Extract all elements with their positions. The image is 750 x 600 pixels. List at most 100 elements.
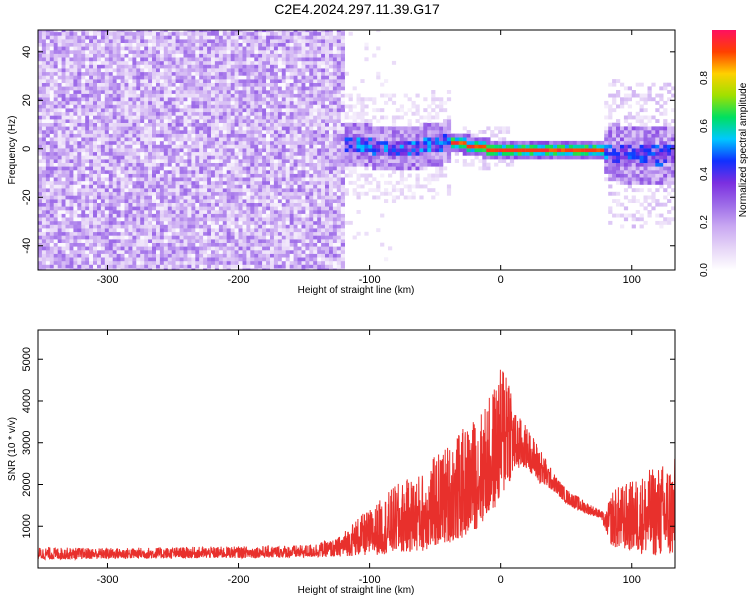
- spectrogram-cell: [277, 64, 283, 69]
- spectrogram-cell: [266, 239, 271, 243]
- spectrogram-cell: [277, 188, 283, 193]
- spectrogram-cell: [230, 159, 235, 163]
- spectrogram-cell: [124, 42, 129, 47]
- spectrogram-cell: [301, 217, 306, 222]
- spectrogram-cell: [81, 115, 86, 120]
- spectrogram-cell: [301, 195, 306, 200]
- spectrogram-cell: [309, 188, 314, 193]
- spectrogram-cell: [128, 184, 133, 189]
- spectrogram-cell: [167, 50, 172, 54]
- spectrogram-cell: [242, 177, 247, 182]
- spectrogram-cell: [97, 257, 102, 262]
- spectrogram-cell: [273, 184, 279, 189]
- spectrogram-cell: [61, 162, 66, 167]
- spectrogram-cell: [156, 231, 161, 236]
- spectrogram-cell: [167, 188, 172, 193]
- spectrogram-cell: [222, 268, 227, 270]
- spectrogram-cell: [289, 46, 294, 51]
- spectrogram-cell: [297, 126, 302, 131]
- spectrogram-cell: [191, 228, 196, 233]
- spectrogram-cell: [89, 46, 94, 51]
- spectrogram-cell: [45, 155, 51, 160]
- spectrogram-cell: [187, 30, 192, 33]
- spectrogram-cell: [69, 173, 74, 178]
- spectrogram-cell: [297, 195, 302, 200]
- spectrogram-cell: [57, 104, 62, 109]
- spectrogram-cell: [230, 213, 235, 218]
- spectrogram-cell: [167, 64, 172, 69]
- spectrogram-cell: [57, 144, 62, 149]
- spectrogram-cell: [65, 64, 70, 69]
- spectrogram-cell: [207, 122, 212, 127]
- spectrogram-cell: [65, 137, 70, 142]
- spectrogram-cell: [293, 180, 298, 185]
- spectrogram-cell: [293, 108, 298, 113]
- spectrogram-cell: [242, 217, 247, 222]
- spectrogram-cell: [285, 42, 290, 47]
- spectrogram-cell: [136, 162, 141, 167]
- spectrogram-cell: [191, 191, 196, 196]
- spectrogram-cell: [211, 268, 216, 270]
- spectrogram-cell: [195, 246, 200, 251]
- spectrogram-cell: [175, 140, 180, 145]
- spectrogram-cell: [45, 100, 51, 105]
- spectrogram-cell: [222, 133, 227, 138]
- spectrogram-cell: [187, 199, 192, 203]
- spectrogram-cell: [293, 166, 298, 171]
- spectrogram-cell: [100, 140, 106, 145]
- spectrogram-cell: [41, 242, 47, 247]
- spectrogram-cell: [89, 166, 94, 171]
- spectrogram-cell: [289, 86, 294, 91]
- spectrogram-cell: [250, 151, 255, 156]
- spectrogram-cell: [250, 173, 255, 178]
- spectrogram-cell: [93, 191, 98, 196]
- spectrogram-cell: [218, 235, 224, 240]
- spectrogram-cell: [309, 206, 314, 211]
- spectrogram-cell: [140, 53, 145, 58]
- spectrogram-cell: [270, 246, 275, 251]
- spectrogram-cell: [97, 82, 102, 87]
- spectrogram-cell: [211, 162, 216, 167]
- spectrogram-cell: [325, 42, 330, 47]
- spectrogram-cell: [234, 199, 239, 203]
- spectrogram-cell: [325, 159, 330, 163]
- spectrogram-cell: [116, 126, 121, 131]
- spectrogram-cell: [108, 57, 113, 62]
- spectrogram-cell: [171, 257, 176, 262]
- spectrogram-cell: [179, 42, 184, 47]
- spectrogram-cell: [262, 115, 267, 120]
- spectrogram-cell: [148, 260, 153, 265]
- spectrogram-cell: [128, 111, 133, 116]
- spectrogram-cell: [262, 108, 267, 113]
- spectrogram-cell: [325, 133, 330, 138]
- spectrogram-cell: [89, 148, 94, 153]
- spectrogram-cell: [116, 46, 121, 51]
- spectrogram-cell: [222, 148, 227, 153]
- spectrogram-cell: [305, 97, 310, 102]
- spectrogram-cell: [38, 86, 43, 91]
- spectrogram-cell: [152, 122, 157, 127]
- spectrogram-cell: [226, 90, 231, 94]
- spectrogram-cell: [38, 173, 43, 178]
- spectrogram-cell: [301, 155, 306, 160]
- spectrogram-cell: [73, 220, 78, 225]
- spectrogram-cell: [148, 75, 153, 80]
- spectrogram-cell: [100, 115, 106, 120]
- spectrogram-cell: [128, 64, 133, 69]
- spectrogram-cell: [262, 177, 267, 182]
- spectrogram-cell: [321, 42, 326, 47]
- spectrogram-cell: [226, 239, 231, 243]
- spectrogram-cell: [222, 100, 227, 105]
- spectrogram-cell: [159, 191, 165, 196]
- spectrogram-cell: [124, 220, 129, 225]
- spectrogram-cell: [297, 108, 302, 113]
- spectrogram-cell: [152, 39, 157, 43]
- spectrogram-cell: [179, 144, 184, 149]
- spectrogram-cell: [179, 228, 184, 233]
- spectrogram-cell: [65, 57, 70, 62]
- spectrogram-cell: [238, 151, 243, 156]
- spectrogram-cell: [191, 253, 196, 258]
- spectrogram-cell: [195, 75, 200, 80]
- spectrogram-cell: [156, 64, 161, 69]
- spectrogram-cell: [325, 155, 330, 160]
